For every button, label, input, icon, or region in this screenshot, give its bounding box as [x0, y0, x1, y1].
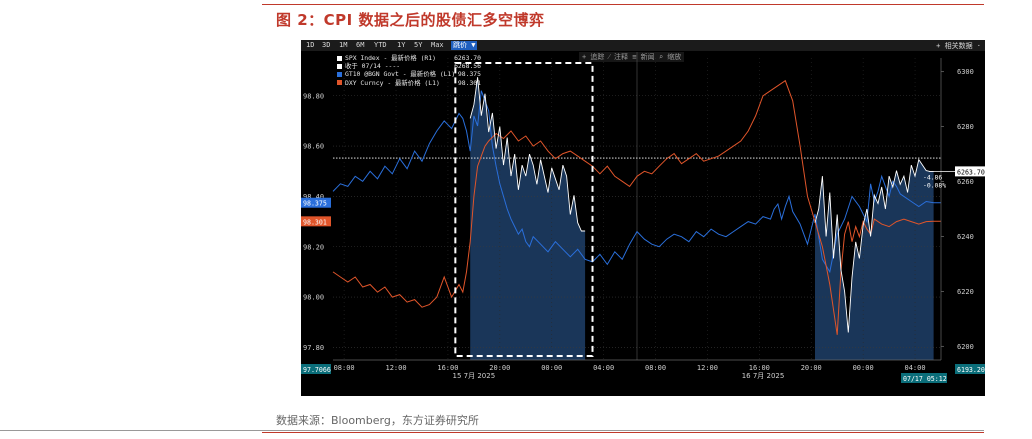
left-tick-label: 98.60 — [303, 143, 324, 151]
legend-value: 98.301 — [457, 78, 481, 87]
date-label: 15 7月 2025 — [453, 372, 496, 380]
range-ytd-button[interactable]: YTD — [374, 41, 387, 49]
bottom-rule — [0, 430, 984, 431]
x-tick-label: 08:00 — [645, 364, 666, 372]
right-value-tag — [955, 166, 985, 177]
bottom-rule-accent — [262, 432, 984, 433]
right-tag-label: 6263.70 — [957, 168, 985, 176]
x-tick-label: 12:00 — [385, 364, 406, 372]
spx-area — [815, 159, 934, 360]
tick-mode-dropdown[interactable]: 跳价 ▼ — [451, 41, 478, 50]
left-tick-label: 98.00 — [303, 294, 324, 302]
legend-value: 6263.70 — [454, 54, 481, 62]
legend-label: DXY Curncy - 最新价格 (L1) — [345, 78, 440, 87]
legend-swatch — [337, 80, 342, 86]
legend-swatch — [337, 63, 342, 69]
left-value-tag — [301, 364, 331, 374]
series-line — [469, 77, 586, 232]
right-tick-label: 6220 — [957, 288, 974, 296]
right-tick-label: 6200 — [957, 343, 974, 351]
range-3d-button[interactable]: 3D — [322, 41, 331, 49]
right-value-tag — [901, 373, 947, 383]
legend-value: 98.375 — [457, 70, 481, 79]
x-tick-label: 08:00 — [334, 364, 355, 372]
legend-label: SPX Index - 最新价格 (R1) — [345, 54, 436, 62]
legend-item: 收于 07/14 ---- 6268.56 — [337, 62, 481, 70]
x-tick-label: 20:00 — [489, 364, 510, 372]
range-6m-button[interactable]: 6M — [356, 41, 365, 49]
series-line — [332, 79, 941, 335]
range-5y-button[interactable]: 5Y — [414, 41, 423, 49]
right-tag-label: 07/17 05:12 — [903, 375, 947, 383]
right-tick-label: 6260 — [957, 178, 974, 186]
chart-toolbar: 1D 3D 1M 6M YTD 1Y 5Y Max 跳价 ▼ + 相关数据 · — [301, 40, 985, 51]
related-data-button[interactable]: + 相关数据 · — [936, 42, 981, 50]
top-rule — [262, 4, 984, 5]
bloomberg-chart: 1D 3D 1M 6M YTD 1Y 5Y Max 跳价 ▼ + 相关数据 · … — [301, 40, 985, 396]
x-tick-label: 00:00 — [853, 364, 874, 372]
chart-legend: SPX Index - 最新价格 (R1) 6263.70 收于 07/14 --… — [337, 54, 481, 87]
change-label: -4.86 — [923, 173, 942, 181]
left-tick-label: 98.20 — [303, 243, 324, 251]
left-tag-label: 97.7066 — [303, 366, 331, 374]
left-tick-label: 97.80 — [303, 344, 324, 352]
legend-item: SPX Index - 最新价格 (R1) 6263.70 — [337, 54, 481, 62]
left-tag-label: 98.301 — [303, 218, 327, 226]
right-tag-label: 6193.20 — [957, 366, 985, 374]
x-tick-label: 16:00 — [749, 364, 770, 372]
range-1m-button[interactable]: 1M — [339, 41, 348, 49]
right-tick-label: 6280 — [957, 123, 974, 131]
x-tick-label: 12:00 — [697, 364, 718, 372]
left-value-tag — [301, 216, 331, 227]
left-tick-label: 98.80 — [303, 92, 324, 100]
change-pct-label: -0.08% — [923, 181, 946, 189]
right-tick-label: 6240 — [957, 233, 974, 241]
x-tick-label: 16:00 — [437, 364, 458, 372]
range-max-button[interactable]: Max — [431, 41, 444, 49]
right-value-tag — [955, 364, 985, 374]
chart-tools-bar[interactable]: + 追踪 ⁄ 注释 ≡ 新闻 ⌕ 缩放 — [579, 52, 685, 62]
range-1y-button[interactable]: 1Y — [397, 41, 406, 49]
x-tick-label: 00:00 — [541, 364, 562, 372]
x-tick-label: 04:00 — [905, 364, 926, 372]
plot-area: 98.80 98.60 98.40 98.20 98.00 97.80 6300 6280 62… — [301, 52, 985, 383]
figure-title: 图 2：CPI 数据之后的股债汇多空博弈 — [276, 11, 545, 29]
legend-swatch — [337, 55, 342, 61]
date-label: 16 7月 2025 — [742, 372, 785, 380]
legend-swatch — [337, 71, 342, 77]
x-tick-label: 20:00 — [801, 364, 822, 372]
data-source: 数据来源：Bloomberg，东方证券研究所 — [276, 414, 479, 427]
left-tag-label: 98.375 — [303, 200, 327, 208]
right-tick-label: 6300 — [957, 68, 974, 76]
legend-value: 6268.56 — [454, 62, 481, 71]
legend-item: GT10 @BGN Govt - 最新价格 (L1) 98.375 — [337, 70, 481, 78]
legend-label: GT10 @BGN Govt - 最新价格 (L1) — [345, 70, 456, 79]
range-1d-button[interactable]: 1D — [306, 41, 315, 49]
x-tick-label: 04:00 — [593, 364, 614, 372]
left-value-tag — [301, 197, 331, 208]
series-line — [814, 158, 934, 333]
legend-item: DXY Curncy - 最新价格 (L1) 98.301 — [337, 79, 481, 87]
legend-label: 收于 07/14 ---- — [345, 62, 401, 71]
highlight-box — [454, 62, 594, 357]
spx-area — [470, 77, 586, 360]
left-tick-label: 98.40 — [303, 193, 324, 201]
series-line — [332, 90, 941, 274]
